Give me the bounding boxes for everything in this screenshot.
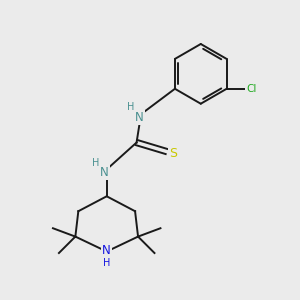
- Text: N: N: [135, 111, 144, 124]
- Text: S: S: [169, 147, 177, 161]
- Text: H: H: [127, 102, 134, 112]
- Text: H: H: [92, 158, 99, 168]
- Text: N: N: [100, 166, 109, 179]
- Text: N: N: [102, 244, 111, 257]
- Text: H: H: [103, 258, 110, 268]
- Text: Cl: Cl: [246, 84, 256, 94]
